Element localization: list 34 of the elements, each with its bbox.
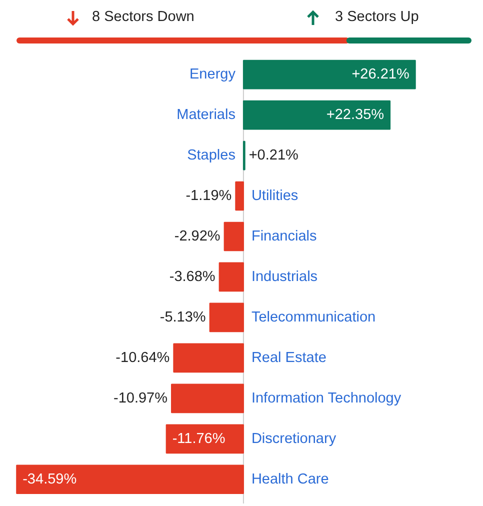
y-tick-label: Information Technology	[251, 390, 402, 406]
data-label: +0.21%	[248, 148, 299, 164]
bar	[235, 181, 244, 211]
data-label: -5.13%	[160, 309, 206, 326]
bar	[166, 424, 244, 454]
bar	[171, 384, 244, 414]
y-tick-label: Discretionary	[251, 430, 337, 447]
data-label: -10.64%	[116, 350, 170, 366]
bar	[218, 262, 244, 292]
bar	[224, 222, 244, 252]
y-tick-label: Real Estate	[251, 350, 326, 366]
data-label: +26.21%	[352, 66, 410, 83]
data-label: -11.76%	[172, 430, 226, 447]
y-tick-label: Staples	[187, 148, 236, 164]
data-label: -3.68%	[169, 268, 216, 285]
text: 8 Sectors Down	[92, 9, 194, 25]
bar	[209, 302, 244, 332]
y-tick-label: Health Care	[251, 471, 329, 488]
data-label: +22.35%	[326, 107, 384, 124]
data-label: -34.59%	[22, 471, 77, 488]
y-tick-label: Materials	[176, 107, 236, 124]
y-tick-label: Telecommunication	[251, 309, 376, 326]
y-tick-label: Industrials	[251, 268, 318, 285]
y-tick-label: Energy	[190, 66, 236, 83]
y-tick-label: Financials	[251, 228, 317, 244]
data-label: -1.19%	[186, 188, 232, 204]
bar	[242, 60, 416, 90]
y-tick-label: Utilities	[251, 188, 298, 204]
bar	[16, 464, 244, 494]
text: 3 Sectors Up	[335, 9, 419, 25]
data-label: -10.97%	[114, 390, 168, 406]
data-label: -2.92%	[174, 228, 220, 244]
bar	[173, 343, 244, 373]
bar	[242, 100, 391, 130]
